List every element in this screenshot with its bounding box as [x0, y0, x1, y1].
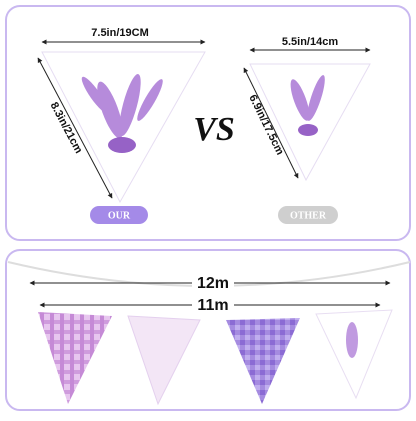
- label-bg: [192, 296, 234, 314]
- other-badge: [278, 206, 338, 224]
- flag: [226, 318, 300, 404]
- flag: [127, 315, 201, 406]
- bottom-panel: [5, 249, 411, 411]
- other-width: 5.5in/14cm: [282, 36, 338, 48]
- height-arrow: [243, 67, 299, 179]
- label-bg: [192, 274, 234, 292]
- flag: [38, 312, 112, 404]
- our-badge: [90, 206, 148, 224]
- lavender-art: [346, 322, 358, 358]
- height-arrow: [37, 57, 113, 199]
- our-label: OUR: [108, 210, 131, 221]
- vs-label: VS: [193, 111, 235, 148]
- our-width: 7.5in/19CM: [91, 27, 148, 39]
- other-label: OTHER: [290, 210, 327, 221]
- inner-length: 11m: [197, 297, 228, 314]
- outer-length: 12m: [197, 275, 229, 292]
